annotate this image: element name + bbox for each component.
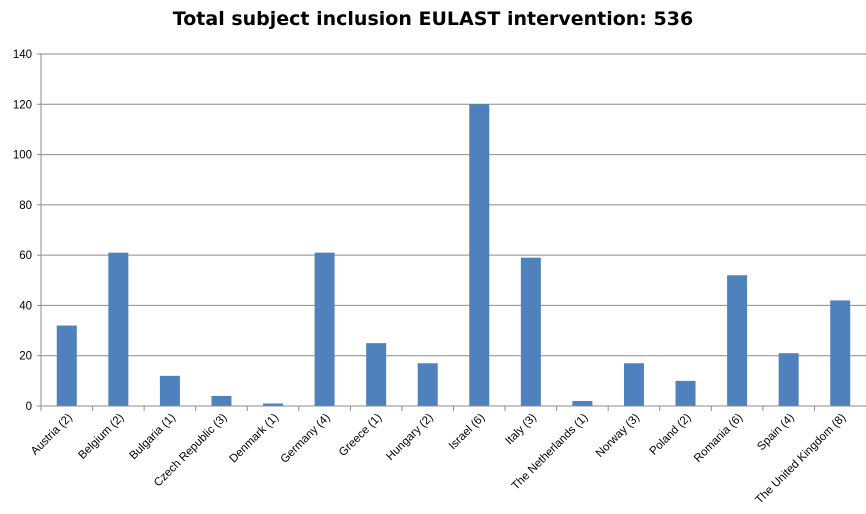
y-tick-label: 0 — [26, 401, 32, 413]
bar — [159, 375, 180, 406]
x-category-label: Norway (3) — [594, 412, 642, 460]
x-category-label: Israel (6) — [447, 412, 488, 453]
bar — [830, 300, 851, 406]
y-tick-label: 20 — [19, 351, 32, 363]
x-category-label: Italy (3) — [503, 412, 539, 448]
axes — [40, 54, 866, 411]
bar — [417, 363, 438, 406]
x-category-label: Spain (4) — [755, 412, 797, 454]
x-category-label: Hungary (2) — [384, 412, 436, 464]
x-category-label: Germany (4) — [279, 412, 333, 466]
bar — [366, 343, 387, 406]
y-tick-label: 40 — [19, 300, 32, 312]
y-tick-label: 100 — [13, 150, 32, 162]
y-tick-label: 60 — [19, 250, 32, 262]
bar — [520, 257, 541, 406]
bar — [727, 275, 748, 406]
y-tick-label: 140 — [13, 49, 32, 61]
x-category-label: Belgium (2) — [76, 412, 126, 462]
x-category-label: Bulgaria (1) — [128, 412, 179, 463]
chart-title: Total subject inclusion EULAST intervent… — [172, 8, 694, 30]
bar — [623, 363, 644, 406]
bar — [108, 252, 129, 406]
x-category-label: Poland (2) — [648, 412, 694, 458]
x-category-label: Austria (2) — [29, 412, 75, 458]
bar — [469, 104, 490, 407]
x-category-label: Romania (6) — [692, 412, 745, 465]
x-category-label: Denmark (1) — [227, 412, 281, 466]
bar — [314, 252, 335, 406]
x-axis-category-labels: Austria (2) Belgium (2) Bulgaria (1)Czech … — [29, 412, 849, 507]
bar — [56, 325, 77, 406]
y-tick-label: 120 — [13, 99, 32, 111]
bar — [211, 395, 232, 406]
y-axis-tick-labels: 0 20 40 60 80 100 120 140 — [13, 49, 32, 413]
x-category-label: Greece (1) — [337, 412, 384, 459]
bar — [778, 353, 799, 406]
y-tick-label: 80 — [19, 200, 32, 212]
bar — [263, 403, 284, 406]
bar — [572, 400, 593, 406]
bars — [56, 104, 851, 407]
x-category-label: The United Kingdom (8) — [754, 412, 849, 507]
bar — [675, 380, 696, 406]
